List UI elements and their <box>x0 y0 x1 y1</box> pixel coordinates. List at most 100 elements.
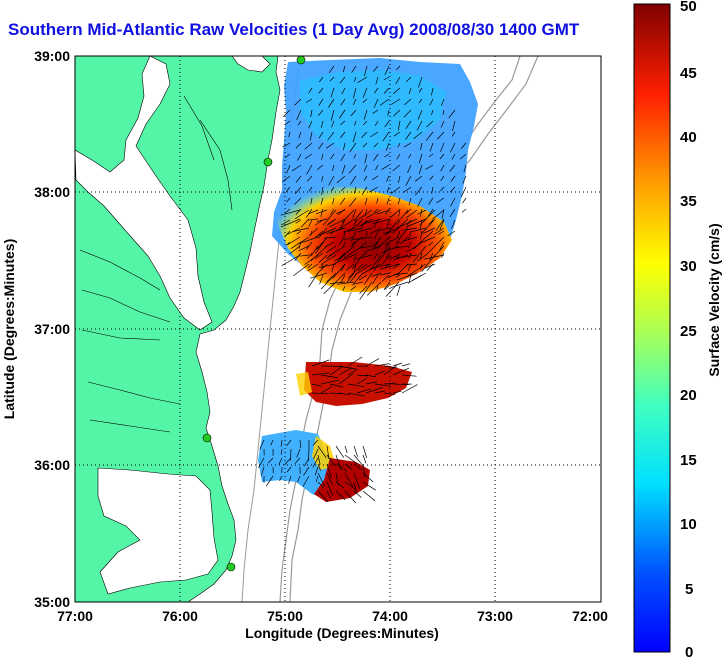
velocity-vector <box>338 365 358 370</box>
x-tick-label: 72:00 <box>572 608 608 624</box>
velocity-vector <box>312 457 319 468</box>
velocity-vector <box>390 209 400 218</box>
velocity-vector <box>332 164 335 171</box>
gridlines <box>75 56 601 602</box>
velocity-vector <box>344 236 355 241</box>
velocity-vector <box>317 481 325 489</box>
velocity-vector <box>361 186 368 195</box>
velocity-vector <box>392 390 402 394</box>
velocity-vector <box>439 219 445 231</box>
velocity-vector <box>418 87 423 93</box>
velocity-vector <box>421 218 436 234</box>
velocity-vector <box>359 285 368 294</box>
velocity-vector <box>354 120 357 126</box>
velocity-vector <box>406 209 418 218</box>
colorbar-tick-label: 5 <box>685 581 693 598</box>
velocity-vector <box>317 454 321 465</box>
velocity-vector <box>258 457 265 469</box>
velocity-vector <box>320 208 324 217</box>
velocity-vector <box>306 164 313 175</box>
velocity-vector <box>328 175 335 186</box>
velocity-vector <box>341 87 346 95</box>
velocity-vector <box>329 76 335 82</box>
velocity-vector <box>335 445 345 458</box>
velocity-vector <box>349 197 357 207</box>
velocity-vector <box>339 219 346 229</box>
velocity-vector <box>391 98 401 105</box>
velocity-vector <box>411 227 427 233</box>
velocity-vector <box>418 164 423 175</box>
velocity-vector <box>267 457 274 464</box>
velocity-vector <box>295 219 302 224</box>
velocity-vector <box>361 263 382 275</box>
velocity-vector <box>347 392 365 397</box>
velocity-vector <box>431 109 434 115</box>
velocity-vector <box>259 439 265 450</box>
x-axis-label: Longitude (Degrees:Minutes) <box>245 625 439 641</box>
velocity-vector <box>318 87 324 94</box>
velocity-vector <box>294 252 302 262</box>
velocity-vector <box>284 230 291 237</box>
velocity-vector <box>329 281 346 284</box>
colorbar-tick-label: 25 <box>680 323 697 340</box>
velocity-vector <box>381 164 390 170</box>
velocity-vector <box>315 209 328 215</box>
plot-title: Southern Mid-Atlantic Raw Velocities (1 … <box>8 20 580 39</box>
velocity-vector <box>286 164 291 174</box>
velocity-vector <box>334 254 346 262</box>
velocity-vector <box>374 87 379 94</box>
velocity-vector <box>372 65 379 72</box>
velocity-vector <box>375 76 379 85</box>
velocity-vector <box>364 208 368 217</box>
velocity-vector <box>383 392 395 396</box>
velocity-vector <box>362 98 368 103</box>
velocity-vector <box>313 448 319 460</box>
velocity-vector <box>308 219 313 227</box>
velocity-vector <box>353 481 357 494</box>
velocity-vector <box>308 120 313 129</box>
velocity-vector <box>431 87 434 96</box>
velocity-vector <box>407 164 412 173</box>
velocity-vector <box>326 218 337 226</box>
velocity-vector <box>383 382 396 385</box>
x-axis: 77:00 76:00 75:00 74:00 73:00 72:00 Long… <box>57 608 608 641</box>
velocity-vector <box>308 186 313 192</box>
velocity-vector <box>405 131 412 140</box>
velocity-vector <box>361 131 368 138</box>
velocity-vector <box>317 445 327 459</box>
velocity-vector <box>318 98 324 106</box>
velocity-vector <box>280 218 301 228</box>
velocity-vector <box>287 236 301 246</box>
colorbar-tick-label: 35 <box>680 193 697 210</box>
velocity-vector <box>326 463 332 478</box>
velocity-vector <box>353 472 361 489</box>
velocity-vector <box>317 490 329 502</box>
velocity-vector <box>350 109 357 117</box>
velocity-vector <box>286 197 291 203</box>
velocity-vector <box>374 383 392 387</box>
plot-frame <box>74 55 602 603</box>
velocity-vector <box>449 164 456 172</box>
velocity-vector <box>403 142 412 148</box>
velocity-vector <box>315 252 324 260</box>
velocity-vector <box>346 272 355 284</box>
velocity-vector <box>357 76 368 83</box>
velocity-vector <box>450 197 456 207</box>
velocity-vector <box>417 254 427 262</box>
velocity-vector <box>286 241 291 246</box>
velocity-vector <box>326 472 333 485</box>
velocity-vector <box>281 254 301 267</box>
velocity-vector <box>331 120 335 128</box>
velocity-vector <box>462 197 467 204</box>
velocity-vector <box>303 466 310 476</box>
velocity-vector <box>397 142 401 148</box>
velocity-vector <box>286 439 292 447</box>
velocity-vector <box>418 98 423 104</box>
radar-station <box>202 433 212 443</box>
y-tick-label: 38:00 <box>34 184 70 200</box>
velocity-vector <box>316 241 324 250</box>
velocity-vector <box>340 98 346 106</box>
velocity-vector <box>270 439 274 446</box>
velocity-vector <box>401 374 417 377</box>
velocity-vector <box>353 252 357 263</box>
